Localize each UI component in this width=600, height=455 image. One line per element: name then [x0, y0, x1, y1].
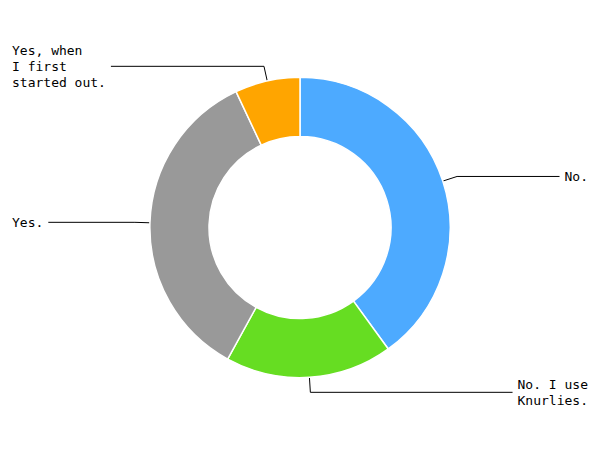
svg-text:started out.: started out. [12, 75, 106, 90]
svg-text:No.: No. [565, 169, 588, 184]
svg-text:I first: I first [12, 59, 67, 74]
svg-text:Knurlies.: Knurlies. [518, 393, 588, 408]
svg-text:No. I use: No. I use [518, 377, 589, 392]
svg-text:Yes.: Yes. [12, 215, 43, 230]
svg-text:Yes, when: Yes, when [12, 43, 82, 58]
